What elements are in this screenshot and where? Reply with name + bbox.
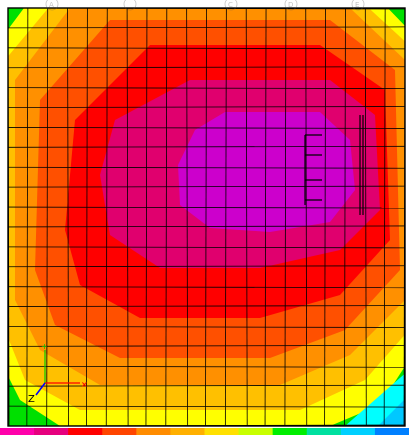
- mesh-line-horizontal: [7, 246, 406, 249]
- mesh-line-vertical: [126, 7, 129, 427]
- legend-swatch: [34, 428, 69, 435]
- slab-outline: [7, 7, 406, 427]
- mesh-line-vertical: [67, 7, 69, 427]
- svg-text:A: A: [49, 1, 54, 9]
- svg-text:C: C: [228, 1, 233, 9]
- mesh-line-vertical: [324, 7, 327, 427]
- mesh-line-vertical: [186, 7, 189, 427]
- legend-swatch: [170, 428, 205, 435]
- svg-text:D: D: [288, 1, 293, 9]
- mesh-line-horizontal: [7, 344, 406, 347]
- legend-swatch: [68, 428, 103, 435]
- mesh-line-vertical: [165, 7, 168, 427]
- mesh-line-vertical: [224, 7, 227, 427]
- mesh-line-vertical: [264, 7, 267, 427]
- mesh-line-horizontal: [7, 326, 406, 328]
- legend-swatch: [136, 428, 171, 435]
- mesh-line-vertical: [205, 7, 207, 427]
- mesh-line-horizontal: [7, 66, 406, 69]
- mesh-line-horizontal: [7, 106, 406, 108]
- mesh-line-horizontal: [7, 365, 406, 368]
- band-green-corner: [8, 8, 28, 40]
- mesh-line-horizontal: [7, 405, 406, 408]
- mesh-line-horizontal: [7, 127, 406, 129]
- mesh-line-horizontal: [7, 225, 406, 228]
- legend-swatch: [0, 428, 35, 435]
- legend-swatch: [204, 428, 240, 435]
- mesh-line-vertical: [46, 7, 49, 427]
- mesh-line-horizontal: [7, 26, 406, 29]
- mesh-line-horizontal: [7, 265, 406, 268]
- mesh-grid: [7, 7, 406, 427]
- legend-swatch: [340, 428, 376, 435]
- beam-lines: [304, 115, 364, 215]
- svg-text:E: E: [355, 1, 359, 9]
- mesh-line-horizontal: [7, 87, 406, 90]
- axis-x-label: ×: [81, 380, 88, 389]
- mesh-line-vertical: [145, 7, 148, 427]
- mesh-line-vertical: [86, 7, 88, 427]
- legend-swatch: [374, 428, 409, 435]
- mesh-line-vertical: [305, 7, 308, 427]
- mesh-line-horizontal: [7, 166, 406, 169]
- mesh-line-horizontal: [7, 185, 406, 188]
- mesh-line-horizontal: [7, 145, 406, 148]
- legend-swatch: [102, 428, 137, 435]
- mesh-line-horizontal: [7, 206, 406, 209]
- axis-triad: × + Z: [28, 342, 88, 405]
- mesh-line-vertical: [284, 7, 287, 427]
- band-cyan-inner: [345, 370, 405, 426]
- mesh-line-vertical: [105, 7, 108, 427]
- mesh-line-vertical: [26, 7, 29, 427]
- mesh-line-vertical: [383, 7, 386, 427]
- mesh-line-vertical: [344, 7, 346, 427]
- mesh-line-horizontal: [7, 305, 406, 307]
- legend-swatch: [238, 428, 274, 435]
- legend-bar: [0, 428, 409, 435]
- axis-y-label: +: [41, 342, 48, 351]
- axis-z-label: Z: [28, 394, 35, 405]
- legend-swatch: [306, 428, 342, 435]
- mesh-line-horizontal: [7, 384, 406, 387]
- mesh-line-horizontal: [7, 286, 406, 289]
- band-green-corner-bl: [8, 390, 30, 426]
- band-magenta: [178, 112, 355, 232]
- legend-swatch: [272, 428, 308, 435]
- mesh-line-vertical: [245, 7, 248, 427]
- mesh-line-horizontal: [7, 47, 406, 50]
- grid-bubbles: A C D E: [45, 0, 365, 11]
- mesh-line-vertical: [364, 7, 367, 427]
